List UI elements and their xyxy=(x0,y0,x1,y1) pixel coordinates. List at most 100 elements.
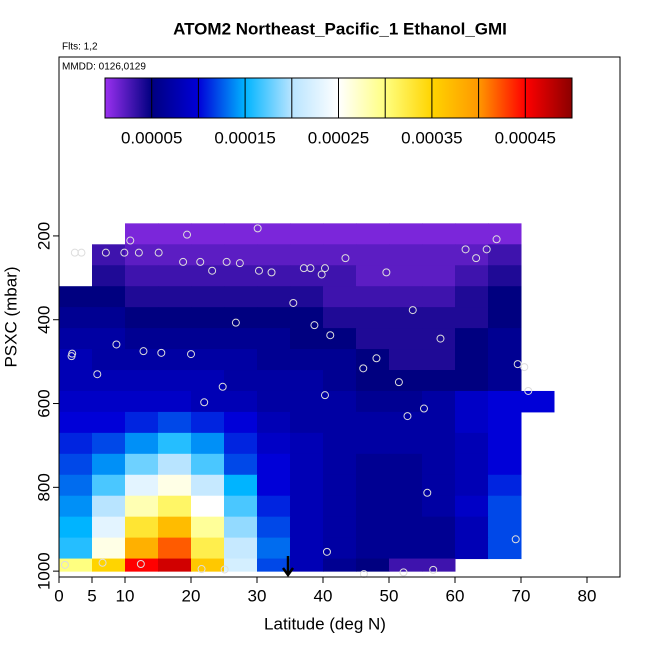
sample-point xyxy=(482,245,491,254)
heat-cell xyxy=(191,537,225,560)
sample-point xyxy=(136,560,145,569)
heat-cell xyxy=(488,390,522,413)
heat-cell xyxy=(488,495,522,518)
heat-cell xyxy=(59,370,93,392)
heat-cell xyxy=(323,432,357,455)
heat-cell xyxy=(158,349,192,371)
colorbar-tick-label: 0.00045 xyxy=(495,128,556,147)
heat-cell xyxy=(422,453,456,476)
heat-cell xyxy=(356,516,390,539)
sample-point xyxy=(134,248,143,257)
x-tick-label: 50 xyxy=(380,586,399,605)
heat-cell xyxy=(92,432,126,455)
heat-cell xyxy=(125,411,159,434)
sample-point xyxy=(310,321,319,330)
heat-cell xyxy=(158,307,192,329)
heat-cell xyxy=(389,537,423,560)
heat-cell xyxy=(224,370,258,392)
heat-cell xyxy=(158,328,192,350)
x-tick-label: 0 xyxy=(54,586,63,605)
heat-cell xyxy=(158,453,192,476)
heat-cell xyxy=(488,537,522,560)
heat-cell xyxy=(191,286,225,308)
heat-cell xyxy=(224,223,258,245)
heat-cell xyxy=(158,495,192,518)
heat-cell xyxy=(488,370,522,392)
heat-cell xyxy=(257,474,291,497)
heat-cell xyxy=(323,537,357,560)
heat-cell xyxy=(488,328,522,350)
heat-cell xyxy=(455,370,489,392)
heat-cell xyxy=(356,495,390,518)
sample-point xyxy=(77,248,86,257)
heat-cell xyxy=(488,286,522,308)
heat-cell xyxy=(290,370,324,392)
heat-cell xyxy=(257,244,291,266)
heat-cell xyxy=(422,223,456,245)
sample-point xyxy=(218,382,227,391)
heat-cell xyxy=(356,432,390,455)
heat-cell xyxy=(125,453,159,476)
heat-cell xyxy=(290,307,324,329)
heat-cell xyxy=(356,307,390,329)
sample-point xyxy=(472,254,481,263)
sample-point xyxy=(306,264,315,273)
heat-cell xyxy=(290,453,324,476)
heat-cell xyxy=(455,495,489,518)
heat-cell xyxy=(356,244,390,266)
y-tick-label: 1000 xyxy=(34,552,53,590)
heat-cell xyxy=(389,558,423,572)
sample-point xyxy=(196,257,205,266)
heat-cell xyxy=(422,244,456,266)
heat-cell xyxy=(191,265,225,287)
y-tick-label: 200 xyxy=(34,222,53,250)
y-tick-label: 400 xyxy=(34,306,53,334)
heat-cell xyxy=(224,328,258,350)
heat-cell xyxy=(224,390,258,413)
heat-cell xyxy=(125,474,159,497)
sample-point xyxy=(326,331,335,340)
heat-cell xyxy=(290,349,324,371)
heat-cell xyxy=(488,223,522,245)
heat-cell xyxy=(191,244,225,266)
heat-cell xyxy=(59,453,93,476)
heat-cell xyxy=(455,223,489,245)
heat-cell xyxy=(290,411,324,434)
sample-point xyxy=(359,570,368,579)
heat-cell xyxy=(422,411,456,434)
colorbar-tick-label: 0.00035 xyxy=(401,128,462,147)
heat-cell xyxy=(92,537,126,560)
heat-cell xyxy=(59,390,93,413)
heat-cell xyxy=(455,432,489,455)
x-tick-label: 10 xyxy=(116,586,135,605)
heat-cell xyxy=(59,432,93,455)
heat-cell xyxy=(323,223,357,245)
heat-cell xyxy=(422,537,456,560)
heat-cell xyxy=(455,307,489,329)
heat-cell xyxy=(356,223,390,245)
sample-point xyxy=(183,230,192,239)
heat-cell xyxy=(455,244,489,266)
colorbar-tick-label: 0.00015 xyxy=(214,128,275,147)
heat-cell xyxy=(224,286,258,308)
heat-cell xyxy=(455,453,489,476)
heat-cell xyxy=(389,516,423,539)
heat-cell xyxy=(323,349,357,371)
heat-cell xyxy=(488,244,522,266)
heat-cell xyxy=(59,495,93,518)
heat-cell xyxy=(290,265,324,287)
heat-cell xyxy=(224,265,258,287)
heat-cell xyxy=(158,516,192,539)
heat-cell xyxy=(422,370,456,392)
sample-point xyxy=(200,398,209,407)
sample-point xyxy=(231,318,240,327)
heat-cell xyxy=(257,286,291,308)
heat-cell xyxy=(323,474,357,497)
heat-cell xyxy=(323,453,357,476)
sample-point xyxy=(359,364,368,373)
heat-cell xyxy=(422,307,456,329)
heat-cell xyxy=(323,558,357,572)
heat-cell xyxy=(422,495,456,518)
sample-point xyxy=(126,236,135,245)
